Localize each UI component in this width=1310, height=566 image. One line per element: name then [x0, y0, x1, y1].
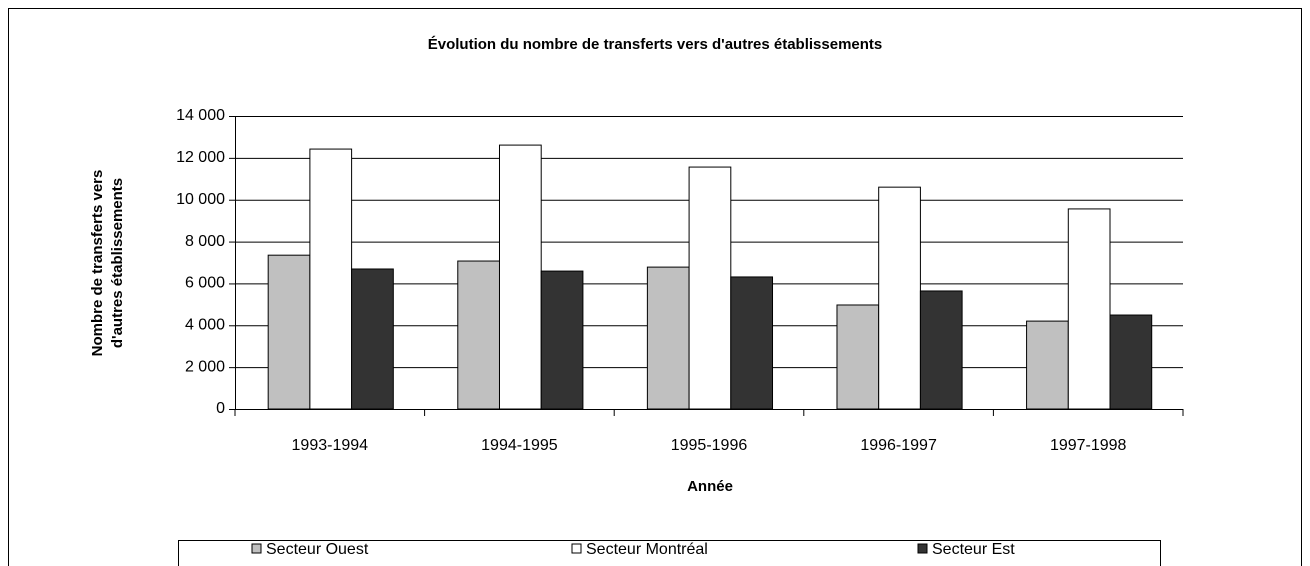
x-tick-label: 1994-1995 [481, 437, 558, 454]
bar [688, 166, 732, 410]
bar [267, 254, 311, 410]
bar [730, 276, 774, 410]
y-tick-label: 14 000 [176, 107, 225, 124]
legend-box [178, 540, 1161, 566]
legend-label: Secteur Montréal [586, 541, 708, 558]
legend-swatch [917, 543, 928, 554]
x-tick-label: 1997-1998 [1050, 437, 1127, 454]
bar [498, 144, 542, 410]
legend-swatch [571, 543, 582, 554]
x-tick-label: 1993-1994 [292, 437, 369, 454]
chart-title: Évolution du nombre de transferts vers d… [428, 36, 883, 53]
bar [836, 304, 880, 410]
y-tick-label: 12 000 [176, 149, 225, 166]
x-tick-label: 1996-1997 [860, 437, 937, 454]
bar [878, 186, 921, 410]
y-tick-label: 10 000 [176, 191, 225, 208]
y-axis-label: d'autres établissements [109, 178, 126, 348]
bar [351, 268, 394, 410]
bar [540, 270, 584, 410]
y-tick-label: 4 000 [185, 317, 225, 334]
y-tick-label: 2 000 [185, 358, 225, 375]
bar [1026, 320, 1069, 410]
x-axis-label: Année [687, 478, 733, 495]
y-tick-label: 0 [216, 400, 225, 417]
bar [1109, 314, 1153, 410]
y-axis-label: Nombre de transferts vers [89, 170, 106, 357]
bar [1067, 208, 1111, 410]
y-tick-label: 8 000 [185, 233, 225, 250]
legend-label: Secteur Est [932, 541, 1015, 558]
y-tick-label: 6 000 [185, 275, 225, 292]
legend-label: Secteur Ouest [266, 541, 369, 558]
bar [457, 260, 500, 410]
bar [919, 290, 963, 410]
legend-swatch [251, 543, 262, 554]
bar [646, 266, 690, 410]
bar [309, 148, 353, 410]
x-tick-label: 1995-1996 [671, 437, 748, 454]
